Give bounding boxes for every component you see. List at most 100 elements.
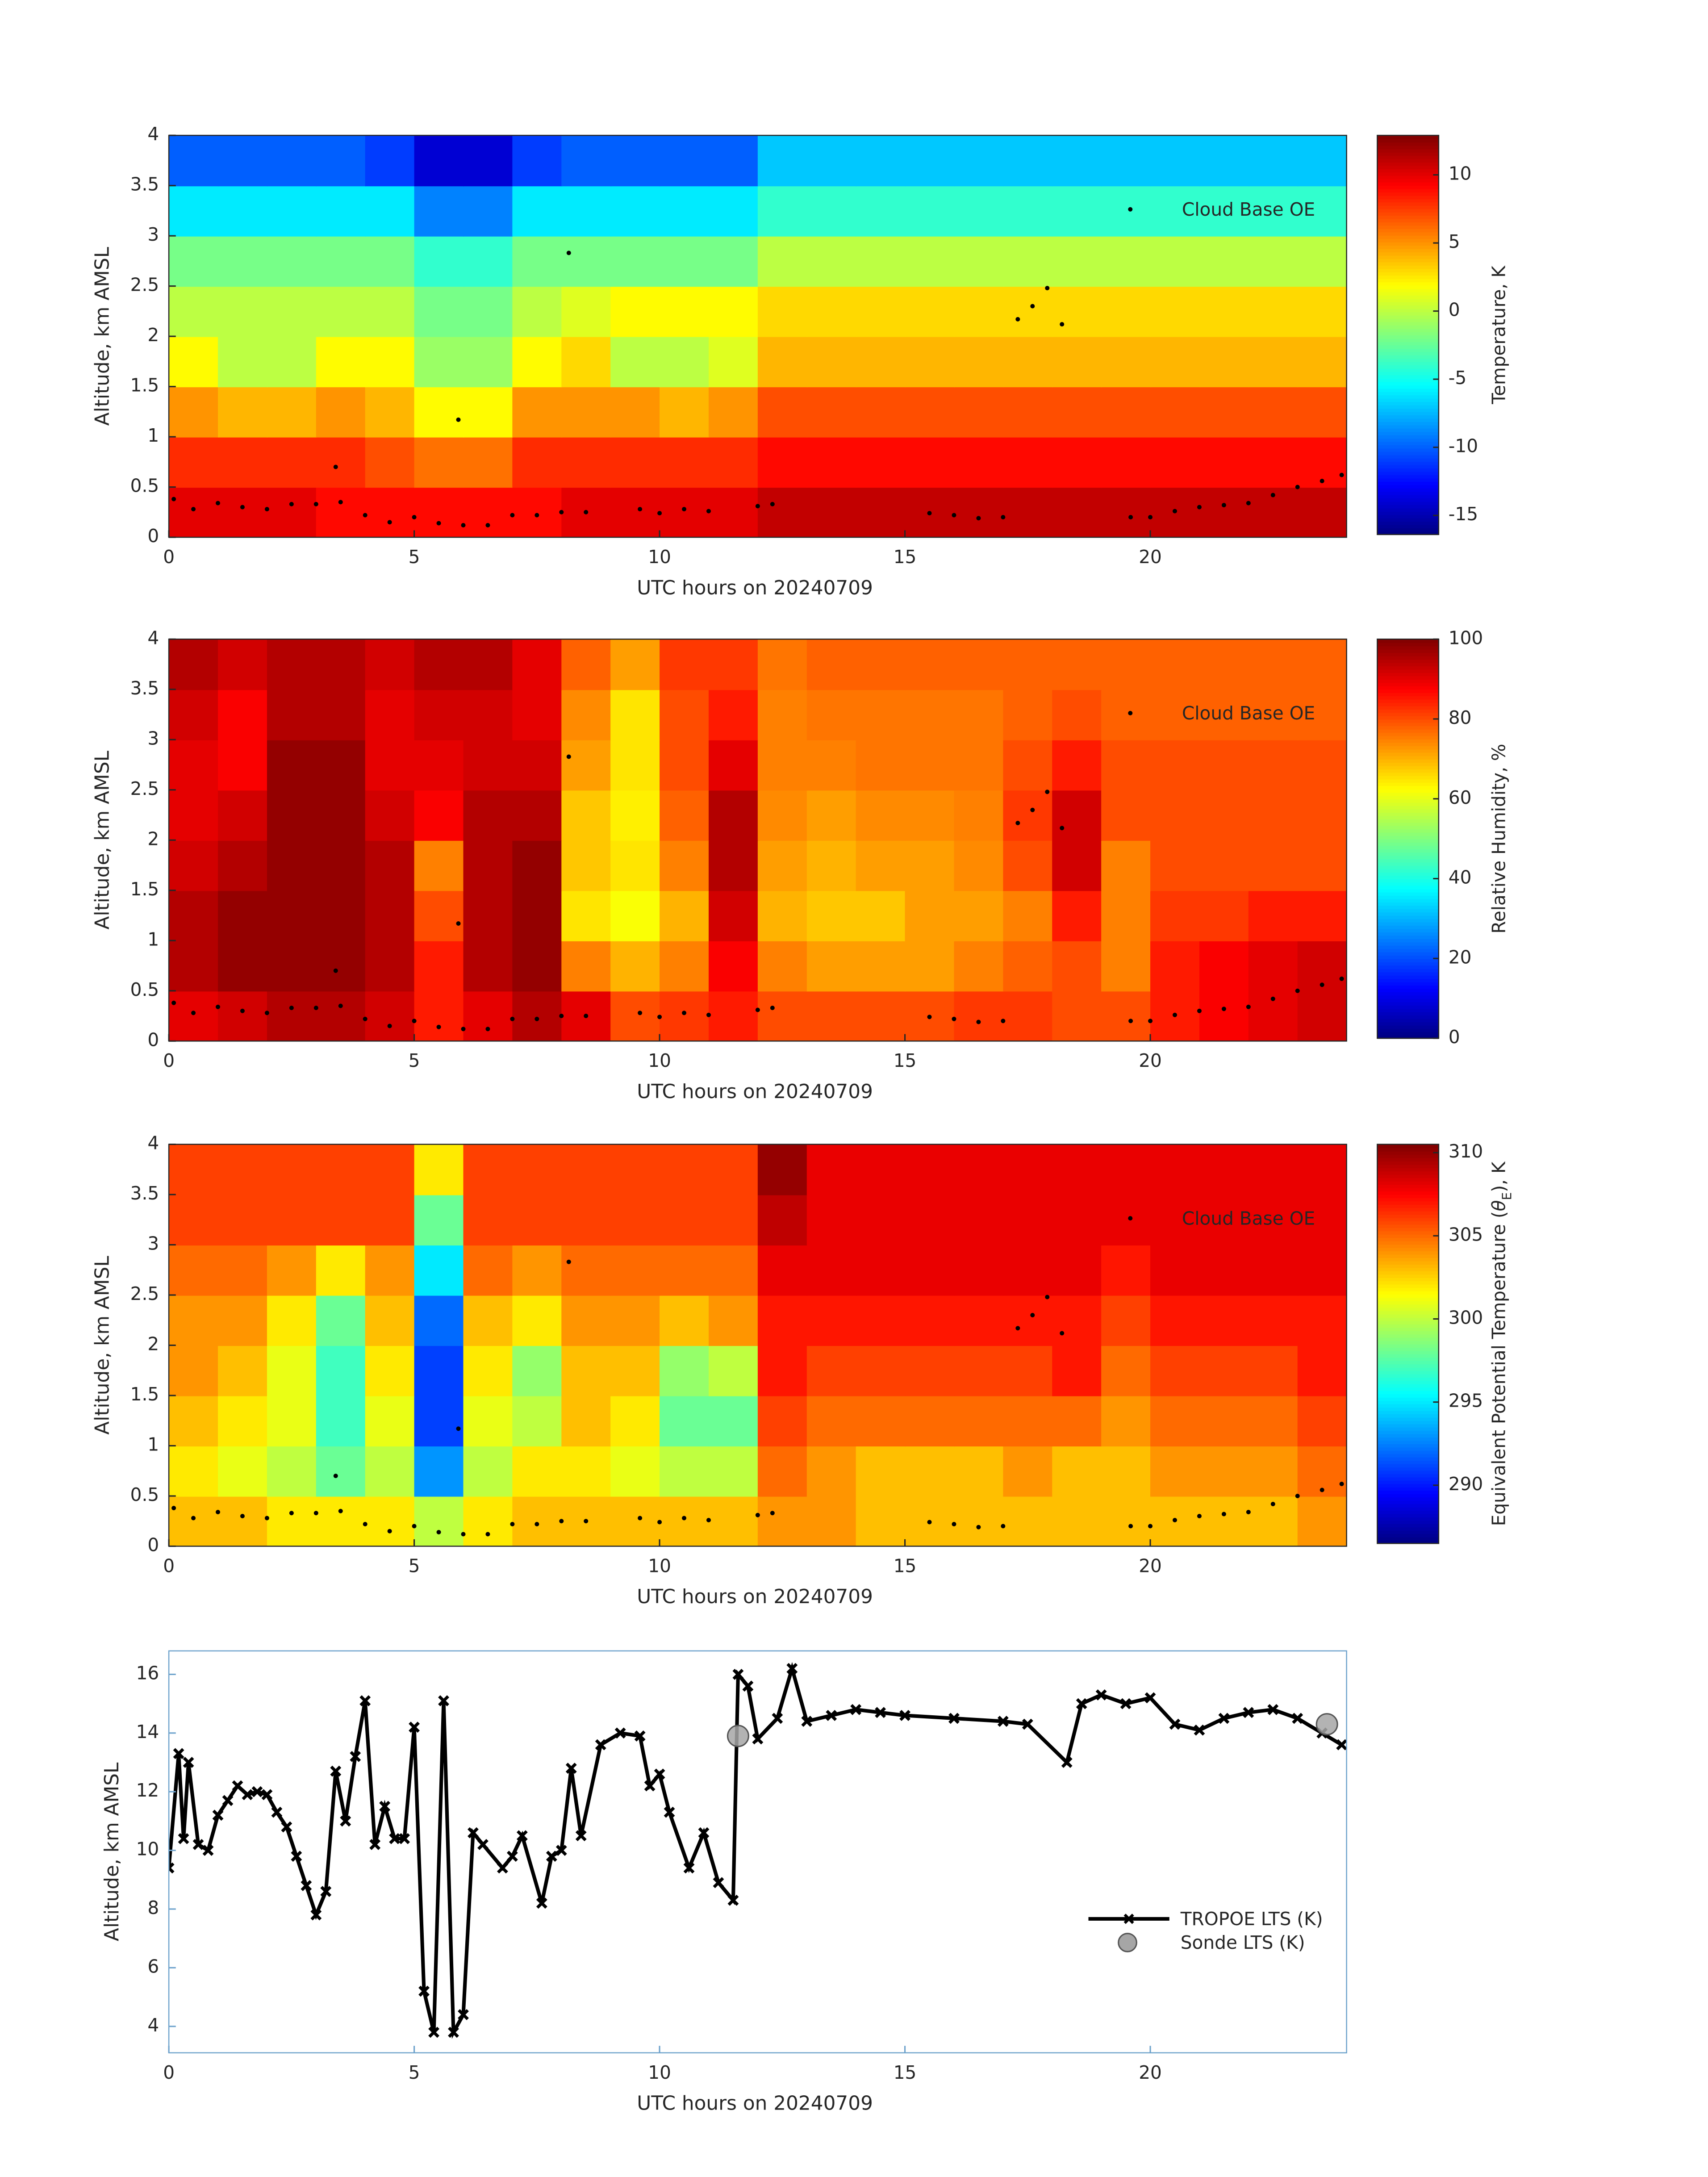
heatmap-cell xyxy=(169,1396,219,1447)
heatmap-cell xyxy=(660,1496,710,1546)
lts-marker xyxy=(614,1727,626,1739)
heatmap-cell xyxy=(1101,990,1151,1041)
y-tick-label: 2 xyxy=(147,324,159,346)
heatmap-cell xyxy=(169,236,219,287)
heatmap-cell xyxy=(316,336,366,388)
heatmap-cell xyxy=(1052,1345,1102,1396)
colorbar-step xyxy=(1377,739,1439,743)
heatmap-cell xyxy=(806,1144,857,1195)
colorbar-step xyxy=(1377,995,1439,999)
heatmap-cell xyxy=(806,890,857,941)
heatmap-cell xyxy=(610,336,660,388)
heatmap-cell xyxy=(1297,689,1347,740)
cloud-base-point xyxy=(240,505,245,510)
cloud-base-point xyxy=(952,1016,956,1021)
lts-marker xyxy=(742,1680,754,1692)
heatmap-cell xyxy=(905,336,955,388)
y-tick-label: 0 xyxy=(147,1534,159,1556)
heatmap-cell xyxy=(1003,437,1053,488)
colorbar-step xyxy=(1377,789,1439,793)
colorbar-step xyxy=(1377,1317,1439,1321)
colorbar-step xyxy=(1377,972,1439,976)
lts-marker xyxy=(169,1862,175,1874)
heatmap-cell xyxy=(316,1144,366,1195)
heatmap-cell xyxy=(708,1446,759,1497)
colorbar-step xyxy=(1377,935,1439,939)
colorbar-step xyxy=(1377,1270,1439,1275)
colorbar-step xyxy=(1377,1157,1439,1162)
heatmap-cell xyxy=(169,1496,219,1546)
heatmap-cell xyxy=(1248,185,1299,237)
heatmap-cell xyxy=(708,386,759,438)
heatmap-cell xyxy=(1052,135,1102,187)
colorbar-label: Relative Humidity, % xyxy=(1488,744,1509,934)
heatmap-cell xyxy=(954,135,1004,187)
colorbar-step xyxy=(1377,692,1439,697)
colorbar-step xyxy=(1377,325,1439,329)
colorbar-step xyxy=(1377,1171,1439,1175)
colorbar-step xyxy=(1377,1028,1439,1032)
heatmap-cell xyxy=(512,185,562,237)
heatmap-cell xyxy=(660,185,710,237)
y-tick-label: 14 xyxy=(136,1721,159,1742)
colorbar-step xyxy=(1377,942,1439,946)
heatmap-cell xyxy=(708,990,759,1041)
heatmap-cell xyxy=(660,1345,710,1396)
colorbar-step xyxy=(1377,1254,1439,1258)
legend-label: Cloud Base OE xyxy=(1182,1208,1315,1229)
heatmap-cell xyxy=(708,1195,759,1246)
colorbar-step xyxy=(1377,455,1439,459)
heatmap-cell xyxy=(365,1396,415,1447)
colorbar-step xyxy=(1377,242,1439,246)
lts-marker xyxy=(516,1830,528,1842)
colorbar-step xyxy=(1377,802,1439,806)
heatmap-cell xyxy=(708,286,759,337)
colorbar-step xyxy=(1377,278,1439,283)
heatmap-cell xyxy=(316,990,366,1041)
cloud-base-point xyxy=(770,1511,775,1516)
colorbar-step xyxy=(1377,1002,1439,1006)
cloud-base-point xyxy=(485,523,490,528)
colorbar-step xyxy=(1377,248,1439,253)
heatmap-cell xyxy=(414,1496,464,1546)
colorbar-step xyxy=(1377,772,1439,776)
cloud-base-point xyxy=(770,1006,775,1010)
colorbar-tick-label: 0 xyxy=(1449,299,1460,321)
lts-marker xyxy=(271,1806,283,1818)
heatmap-cell xyxy=(610,639,660,690)
heatmap-cell xyxy=(610,185,660,237)
colorbar-step xyxy=(1377,1334,1439,1338)
heatmap-cell xyxy=(1101,940,1151,992)
heatmap-cell xyxy=(660,1396,710,1447)
heatmap-cell xyxy=(463,487,513,538)
lts-marker xyxy=(291,1851,302,1862)
cloud-base-point xyxy=(456,921,461,926)
heatmap-cell xyxy=(905,386,955,438)
heatmap-cell xyxy=(1052,1396,1102,1447)
heatmap-cell xyxy=(757,1195,808,1246)
heatmap-cell xyxy=(463,990,513,1041)
colorbar-step xyxy=(1377,1410,1439,1415)
colorbar-step xyxy=(1377,268,1439,272)
lts-marker xyxy=(1292,1713,1303,1724)
colorbar-step xyxy=(1377,869,1439,873)
colorbar-step xyxy=(1377,975,1439,979)
heatmap-cell xyxy=(267,740,317,791)
cloud-base-point xyxy=(559,1014,564,1018)
heatmap-cell xyxy=(365,336,415,388)
heatmap-cell xyxy=(365,487,415,538)
colorbar-step xyxy=(1377,882,1439,886)
cloud-base-point xyxy=(338,1003,343,1008)
lts-marker xyxy=(664,1806,675,1818)
colorbar-step xyxy=(1377,148,1439,153)
heatmap-cell xyxy=(463,1245,513,1296)
colorbar-step xyxy=(1377,952,1439,956)
colorbar-step xyxy=(1377,178,1439,183)
colorbar-step xyxy=(1377,862,1439,866)
heatmap-cell xyxy=(660,1295,710,1346)
lts-marker xyxy=(251,1786,263,1797)
colorbar-step xyxy=(1377,712,1439,716)
colorbar-step xyxy=(1377,1523,1439,1528)
heatmap-cell xyxy=(806,236,857,287)
heatmap-cell xyxy=(905,890,955,941)
